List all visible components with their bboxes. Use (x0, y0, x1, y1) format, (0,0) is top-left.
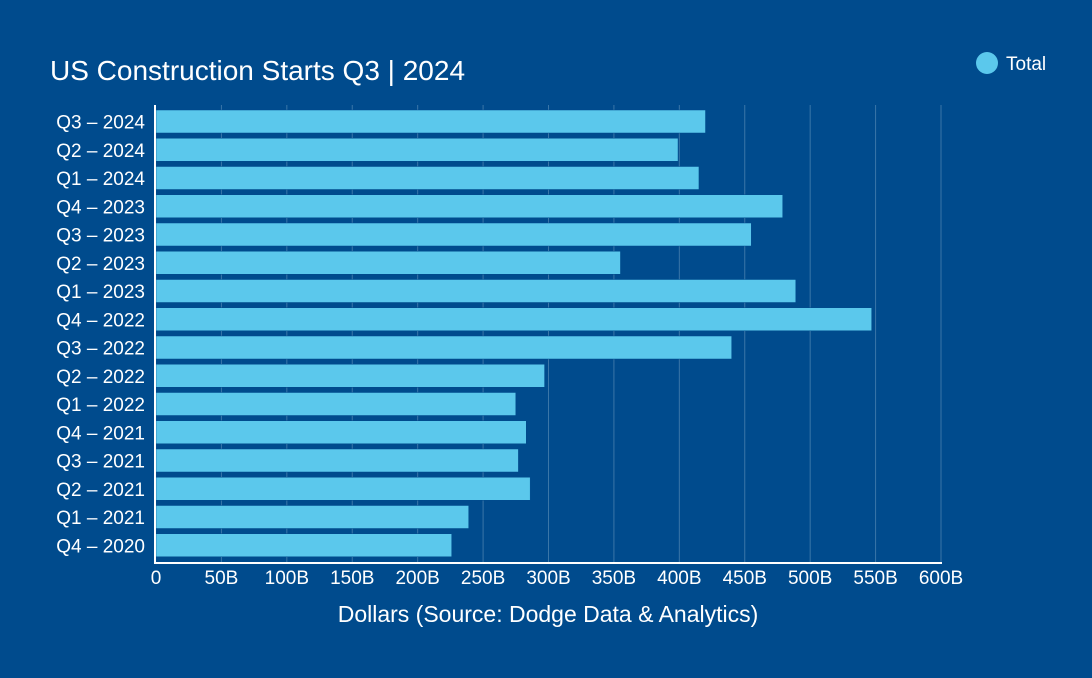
y-axis-tick-labels: Q3 – 2024 Q2 – 2024 Q1 – 2024 Q4 – 2023 Q3 –… (56, 113, 145, 558)
chart-title: US Construction Starts Q3 | 2024 (50, 55, 465, 86)
bar-1[interactable] (155, 138, 679, 162)
bar-6[interactable] (155, 279, 797, 303)
legend-marker-total (976, 52, 998, 74)
bar-9[interactable] (155, 364, 545, 388)
y-tick-label-10: Q1 – 2022 (56, 395, 145, 416)
y-tick-label-5: Q2 – 2023 (56, 254, 145, 275)
bar-11[interactable] (155, 420, 527, 444)
y-tick-label-6: Q1 – 2023 (56, 282, 145, 303)
y-tick-label-0: Q3 – 2024 (56, 113, 145, 134)
bar-15[interactable] (155, 533, 452, 557)
bar-14[interactable] (155, 505, 469, 529)
bar-2[interactable] (155, 166, 700, 190)
bar-8[interactable] (155, 335, 732, 360)
bar-3[interactable] (155, 194, 783, 218)
x-tick-label-11: 550B (853, 568, 897, 589)
y-tick-label-4: Q3 – 2023 (56, 226, 145, 247)
bar-4[interactable] (155, 222, 752, 247)
x-axis-label: Dollars (Source: Dodge Data & Analytics) (338, 601, 759, 627)
y-tick-label-11: Q4 – 2021 (56, 423, 145, 444)
y-tick-label-13: Q2 – 2021 (56, 480, 145, 501)
x-tick-label-1: 50B (205, 568, 239, 589)
y-tick-label-7: Q4 – 2022 (56, 310, 145, 331)
y-tick-label-15: Q4 – 2020 (56, 536, 145, 557)
y-tick-label-2: Q1 – 2024 (56, 169, 145, 190)
x-tick-label-10: 500B (788, 568, 832, 589)
y-tick-label-9: Q2 – 2022 (56, 367, 145, 388)
y-tick-label-14: Q1 – 2021 (56, 508, 145, 529)
axes (154, 105, 942, 564)
x-tick-label-4: 200B (395, 568, 439, 589)
x-tick-label-3: 150B (330, 568, 374, 589)
bar-7[interactable] (155, 307, 872, 331)
y-tick-label-3: Q4 – 2023 (56, 197, 145, 218)
x-tick-label-2: 100B (265, 568, 309, 589)
x-tick-label-8: 400B (657, 568, 701, 589)
x-tick-label-7: 350B (592, 568, 636, 589)
y-tick-label-1: Q2 – 2024 (56, 141, 145, 162)
x-tick-label-5: 250B (461, 568, 505, 589)
y-tick-label-8: Q3 – 2022 (56, 339, 145, 360)
legend[interactable]: Total (976, 52, 1046, 75)
bar-10[interactable] (155, 392, 517, 416)
x-tick-label-9: 450B (723, 568, 767, 589)
bar-12[interactable] (155, 448, 519, 473)
x-tick-label-6: 300B (526, 568, 570, 589)
y-tick-label-12: Q3 – 2021 (56, 452, 145, 473)
x-axis-tick-labels: 0 50B 100B 150B 200B 250B 300B 350B 400B 450B 500B… (151, 568, 963, 589)
bar-5[interactable] (155, 251, 621, 275)
legend-label-total: Total (1006, 54, 1046, 75)
bar-0[interactable] (155, 109, 706, 134)
bar-13[interactable] (155, 477, 531, 501)
x-tick-label-12: 600B (919, 568, 963, 589)
x-tick-label-0: 0 (151, 568, 162, 589)
